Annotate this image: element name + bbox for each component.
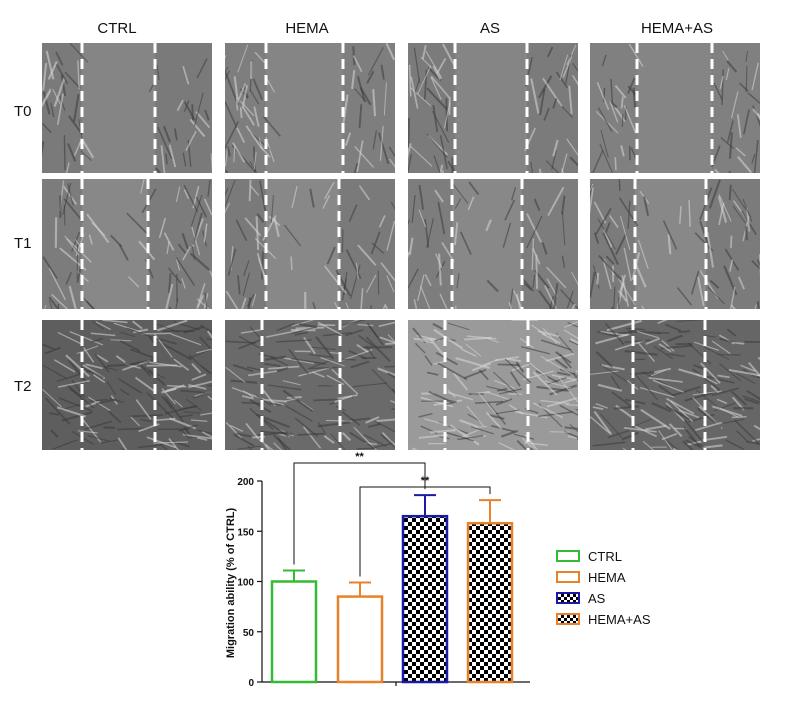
y-tick-label-200: 200: [237, 477, 254, 488]
column-label-hema: HEMA: [285, 20, 329, 37]
migration-bar-chart: 0 50 100 150 200 ** ** Migration ability (% of…: [225, 451, 530, 689]
legend-swatch-ctrl: [556, 550, 580, 562]
micrograph-panel-t2-hema: [225, 320, 395, 450]
micrograph-panel-t0-as: [408, 43, 578, 173]
legend-item-as: AS: [556, 589, 605, 607]
legend-label-hema-as: HEMA+AS: [588, 611, 651, 627]
micrograph-panel-t0-hema-as: [590, 43, 760, 173]
micrograph-panel-t1-hema: [225, 179, 395, 309]
significance-bracket-1: [293, 462, 426, 565]
significance-label-1: **: [355, 451, 364, 463]
legend-item-hema: HEMA: [556, 568, 626, 586]
legend-label-ctrl: CTRL: [588, 548, 622, 564]
legend-swatch-hema: [556, 571, 580, 583]
micrograph-panel-t1-as: [408, 179, 578, 309]
bar-ctrl: [270, 580, 318, 684]
micrograph-panel-t2-ctrl: [42, 320, 212, 450]
micrograph-panel-t2-hema-as: [590, 320, 760, 450]
micrograph-panel-t1-hema-as: [590, 179, 760, 309]
micrograph-panel-t0-ctrl: [42, 43, 212, 173]
bar-as: [401, 514, 449, 684]
micrograph-panel-t1-ctrl: [42, 179, 212, 309]
significance-label-2: **: [421, 475, 430, 487]
micrograph-panel-t0-hema: [225, 43, 395, 173]
legend-label-hema: HEMA: [588, 569, 626, 585]
column-label-ctrl: CTRL: [97, 20, 137, 37]
row-label-t0: T0: [14, 103, 32, 120]
column-label-as: AS: [479, 20, 500, 37]
y-tick-label-0: 0: [248, 678, 254, 689]
bar-hema-as: [466, 521, 514, 684]
row-label-t1: T1: [14, 235, 32, 252]
bar-hema: [336, 595, 384, 684]
legend-swatch-as: [556, 592, 580, 604]
y-axis-label: Migration ability (% of CTRL): [225, 508, 237, 659]
column-label-hema-as: HEMA+AS: [640, 20, 714, 37]
row-label-t2: T2: [14, 378, 32, 395]
y-tick-label-50: 50: [243, 628, 255, 639]
micrograph-panel-t2-as: [408, 320, 578, 450]
y-tick-label-100: 100: [237, 578, 254, 589]
legend-item-hema-as: HEMA+AS: [556, 610, 651, 628]
y-tick-label-150: 150: [237, 527, 254, 538]
significance-bracket-2: [359, 486, 491, 577]
legend-label-as: AS: [588, 590, 606, 606]
legend-swatch-hema-as: [556, 613, 580, 625]
legend-item-ctrl: CTRL: [556, 547, 622, 565]
